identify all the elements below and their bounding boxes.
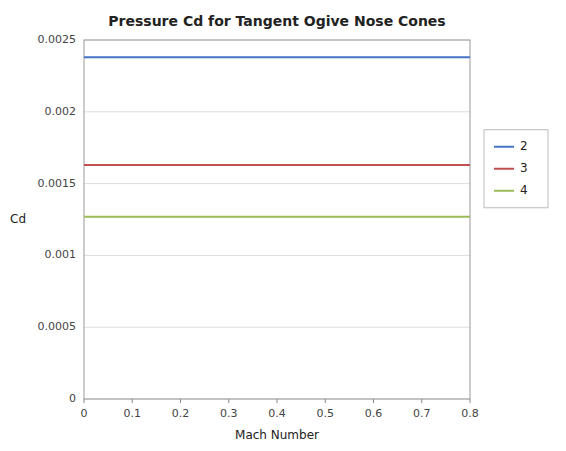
background xyxy=(0,0,566,451)
y-axis-label: Cd xyxy=(10,212,26,226)
series-line xyxy=(84,216,470,218)
y-grid-line xyxy=(84,327,470,328)
y-grid-line xyxy=(84,111,470,112)
x-tick-mark xyxy=(132,399,133,403)
legend-swatch xyxy=(494,190,514,192)
x-tick-label: 0.5 xyxy=(317,407,335,420)
x-tick-mark xyxy=(228,399,229,403)
plot-frame xyxy=(84,40,470,399)
legend-label: 2 xyxy=(520,139,528,153)
x-tick-mark xyxy=(180,399,181,403)
x-axis-label: Mach Number xyxy=(235,428,319,442)
y-tick-label: 0.002 xyxy=(45,105,77,118)
x-tick-mark xyxy=(84,399,85,403)
y-grid-line xyxy=(84,183,470,184)
x-tick-mark xyxy=(421,399,422,403)
chart-svg: 0 0.0005 0.001 0.0015 0.002 0.0025 0 0.1 0.2 0.3 0… xyxy=(0,0,566,451)
x-tick-label: 0.7 xyxy=(413,407,431,420)
legend-label: 3 xyxy=(520,161,528,175)
x-tick-mark xyxy=(470,399,471,403)
legend-swatch xyxy=(494,146,514,148)
y-tick-label: 0.0005 xyxy=(38,320,77,333)
x-tick-mark xyxy=(277,399,278,403)
legend: 2 3 4 xyxy=(484,130,548,208)
y-grid-line xyxy=(84,255,470,256)
y-tick-label: 0.0015 xyxy=(38,177,77,190)
x-tick-label: 0.4 xyxy=(268,407,286,420)
chart-container: 0 0.0005 0.001 0.0015 0.002 0.0025 0 0.1 0.2 0.3 0… xyxy=(0,0,566,451)
x-tick-mark xyxy=(325,399,326,403)
y-tick-label: 0 xyxy=(69,392,76,405)
y-tick-label: 0.001 xyxy=(45,248,77,261)
x-tick-label: 0 xyxy=(81,407,88,420)
legend-box xyxy=(484,130,548,208)
x-tick-label: 0.8 xyxy=(461,407,479,420)
legend-label: 4 xyxy=(520,183,528,197)
x-tick-label: 0.1 xyxy=(124,407,142,420)
x-tick-label: 0.2 xyxy=(172,407,190,420)
series-line xyxy=(84,164,470,166)
series-line xyxy=(84,56,470,58)
y-tick-label: 0.0025 xyxy=(38,33,77,46)
series-group xyxy=(84,57,470,216)
chart-title: Pressure Cd for Tangent Ogive Nose Cones xyxy=(108,13,445,29)
x-tick-mark xyxy=(373,399,374,403)
x-tick-label: 0.6 xyxy=(365,407,383,420)
x-tick-label: 0.3 xyxy=(220,407,238,420)
legend-swatch xyxy=(494,168,514,170)
grid xyxy=(84,40,470,399)
